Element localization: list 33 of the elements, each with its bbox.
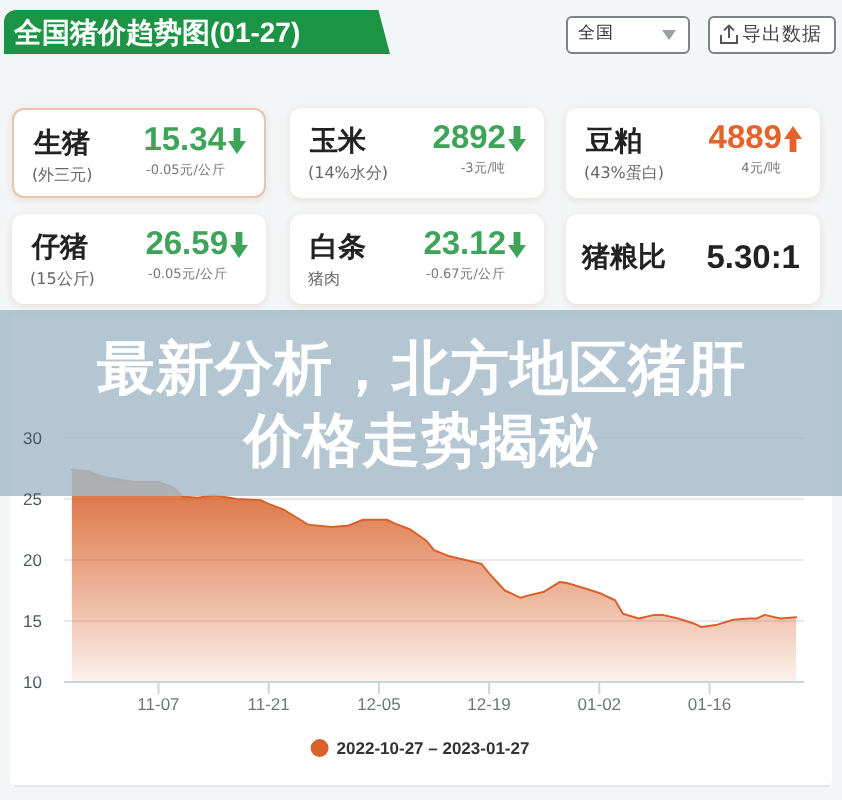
text: (外三元) [32, 166, 93, 184]
text: 23.12 [423, 226, 506, 262]
y-tick-label: 10 [23, 672, 43, 692]
text: 导出数据 [742, 23, 822, 45]
text: 玉米 [310, 126, 366, 158]
text: 仔猪 [32, 232, 88, 264]
text: 猪肉 [308, 270, 340, 288]
x-tick-label: 11-21 [247, 694, 291, 714]
text: 豆粕 [586, 126, 642, 158]
text: (15公斤) [30, 270, 95, 288]
text: (14%水分) [308, 164, 389, 182]
legend-label: 2022-10-27 – 2023-01-27 [336, 738, 530, 758]
text: 猪粮比 [582, 242, 666, 274]
text: 2892 [432, 120, 506, 156]
text: 26.59 [145, 226, 228, 262]
text: 最新分析，北方地区猪肝价格走势揭秘 [94, 332, 748, 476]
x-tick-label: 12-05 [357, 694, 402, 714]
x-tick-label: 11-07 [137, 694, 181, 714]
text: 全国 [578, 24, 614, 44]
text: (43%蛋白) [584, 164, 665, 182]
text: 5.30:1 [706, 240, 800, 276]
y-tick-label: 20 [23, 550, 43, 570]
y-tick-label: 25 [23, 489, 43, 509]
y-tick-label: 15 [23, 611, 43, 631]
x-tick-label: 12-19 [467, 694, 512, 714]
text: 白条 [310, 232, 366, 264]
text: 全国猪价趋势图(01-27) [14, 16, 301, 48]
y-tick-label: 30 [23, 428, 43, 448]
text: 4889 [708, 120, 782, 156]
x-tick-label: 01-16 [687, 694, 732, 714]
text: 生猪 [34, 128, 90, 160]
x-tick-label: 01-02 [577, 694, 622, 714]
text: 15.34 [143, 122, 226, 158]
